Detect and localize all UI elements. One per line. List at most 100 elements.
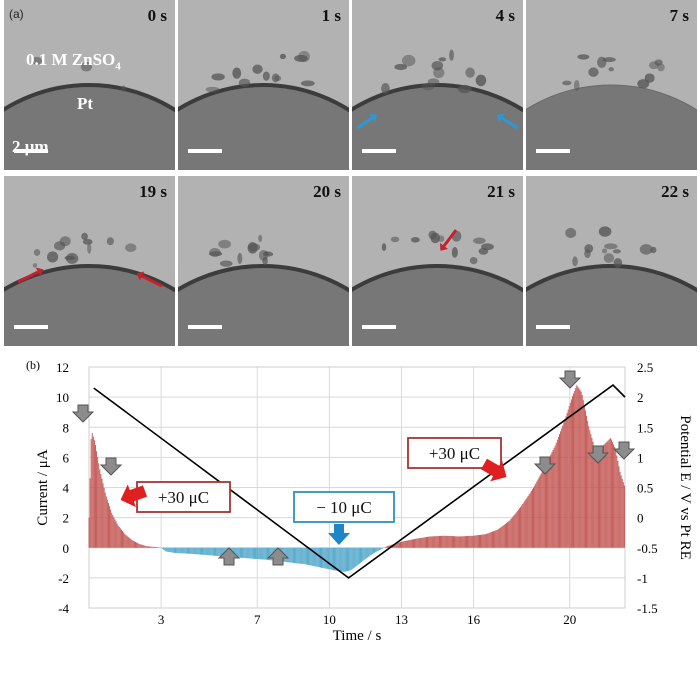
pt-electrode-disc	[178, 83, 349, 170]
charge-annotation-box	[407, 437, 502, 469]
tem-frame: 7 s	[526, 0, 697, 170]
zn-deposit	[451, 247, 458, 258]
x-axis-title: Time / s	[333, 628, 382, 644]
zn-deposit	[252, 64, 263, 74]
y-tick-label: -2	[58, 571, 69, 586]
x-tick-label: 10	[323, 612, 336, 627]
x-tick-label: 20	[563, 612, 576, 627]
highlight-arrow-icon	[356, 116, 373, 130]
tem-frame: 1 s	[178, 0, 349, 170]
zn-deposit	[279, 53, 286, 60]
zn-deposit	[65, 253, 79, 264]
zn-deposit	[294, 54, 308, 62]
frame-time-label: 4 s	[495, 6, 515, 25]
zn-deposit	[31, 56, 42, 65]
y2-axis-title: Potential E / V vs Pt RE	[677, 415, 693, 559]
zn-deposit	[639, 244, 653, 255]
zn-deposit	[584, 244, 594, 253]
tem-frame: 19 s	[4, 176, 175, 346]
zn-deposit	[394, 63, 408, 71]
current-potential-chart: (b) -4 -2 0 2 4 6 8 10 12 -1.5 -1 -0.5 0 0.5 1 1.5 2 2.5 3…	[0, 352, 700, 673]
zn-deposit	[205, 86, 220, 93]
y-tick-label: 6	[63, 450, 70, 465]
y-axis-title: Current / μA	[35, 449, 51, 526]
tem-frame: 20 s	[178, 176, 349, 346]
y-tick-label: 12	[56, 360, 69, 375]
y2-tick-label: 2.5	[637, 360, 653, 375]
zn-deposit	[637, 79, 650, 89]
y2-tick-label: -1	[637, 571, 648, 586]
zn-deposit	[87, 242, 92, 254]
zn-deposit	[437, 235, 445, 242]
zn-deposit	[475, 74, 487, 87]
y2-tick-label: 1.5	[637, 420, 653, 435]
charge-annotation-box	[293, 491, 395, 523]
zn-deposit	[218, 239, 231, 249]
panel-b-label: (b)	[26, 358, 40, 372]
scale-bar	[362, 149, 396, 153]
down-arrow-icon	[99, 457, 123, 476]
frame-time-label: 7 s	[669, 6, 689, 25]
zn-deposit	[211, 73, 225, 81]
y-tick-label: -4	[58, 601, 69, 616]
charge-annotation-box	[136, 481, 231, 513]
zn-deposit	[612, 249, 621, 254]
zn-deposit	[577, 54, 590, 60]
red-pointer-arrow-icon	[481, 458, 507, 482]
zn-deposit	[53, 241, 66, 251]
zn-deposit	[573, 79, 580, 91]
down-arrow-icon	[612, 441, 636, 460]
zn-deposit	[428, 230, 437, 240]
zn-deposit	[81, 232, 88, 241]
down-arrow-icon	[533, 456, 557, 475]
scale-bar	[14, 325, 48, 329]
zn-deposit	[410, 237, 420, 243]
y-tick-label: 2	[63, 511, 70, 526]
y2-tick-label: 1	[637, 450, 644, 465]
zn-deposit	[238, 78, 251, 87]
zn-deposit	[588, 67, 599, 77]
zn-deposit	[613, 258, 623, 268]
red-pointer-arrow-icon	[120, 484, 148, 508]
zn-deposit	[262, 251, 274, 257]
zn-deposit	[598, 226, 612, 237]
zn-deposit	[465, 67, 475, 78]
highlight-arrow-head	[496, 113, 505, 123]
highlight-arrow-icon	[501, 116, 519, 130]
zn-deposit	[32, 263, 38, 268]
pt-electrode-disc	[352, 83, 523, 170]
electrolyte-label: 0.1 M ZnSO4	[26, 50, 121, 73]
zn-deposit	[80, 61, 93, 72]
zn-deposit	[381, 243, 387, 251]
pt-electrode-disc	[352, 264, 523, 346]
plot-frame	[88, 366, 626, 609]
zn-deposit	[209, 247, 221, 257]
zn-deposit	[300, 80, 315, 87]
zn-deposit	[237, 252, 243, 265]
blue-pointer-arrow-icon	[328, 524, 350, 545]
y2-tick-label: 0.5	[637, 481, 653, 496]
zn-deposit	[562, 80, 572, 86]
y-tick-label: 4	[63, 481, 70, 496]
y2-tick-label: -1.5	[637, 601, 658, 616]
zn-deposit	[469, 256, 478, 265]
highlight-arrow-head	[35, 267, 44, 277]
zn-deposit	[608, 67, 614, 72]
zn-deposit	[121, 85, 126, 92]
x-tick-label: 16	[467, 612, 481, 627]
pt-electrode-disc	[178, 264, 349, 346]
highlight-arrow-head	[136, 271, 145, 281]
x-tick-label: 7	[254, 612, 261, 627]
zn-deposit	[572, 256, 578, 267]
frame-time-label: 1 s	[321, 6, 341, 25]
y-tick-label: 10	[56, 390, 69, 405]
frame-time-label: 22 s	[661, 182, 689, 201]
y2-tick-label: 0	[637, 511, 644, 526]
scale-label: 2 μm	[12, 137, 49, 156]
zn-deposit	[421, 82, 435, 91]
up-arrow-icon	[266, 547, 290, 566]
scale-bar	[188, 149, 222, 153]
highlight-arrow-head	[440, 243, 448, 251]
zn-deposit	[262, 71, 270, 81]
x-tick-label: 13	[395, 612, 408, 627]
